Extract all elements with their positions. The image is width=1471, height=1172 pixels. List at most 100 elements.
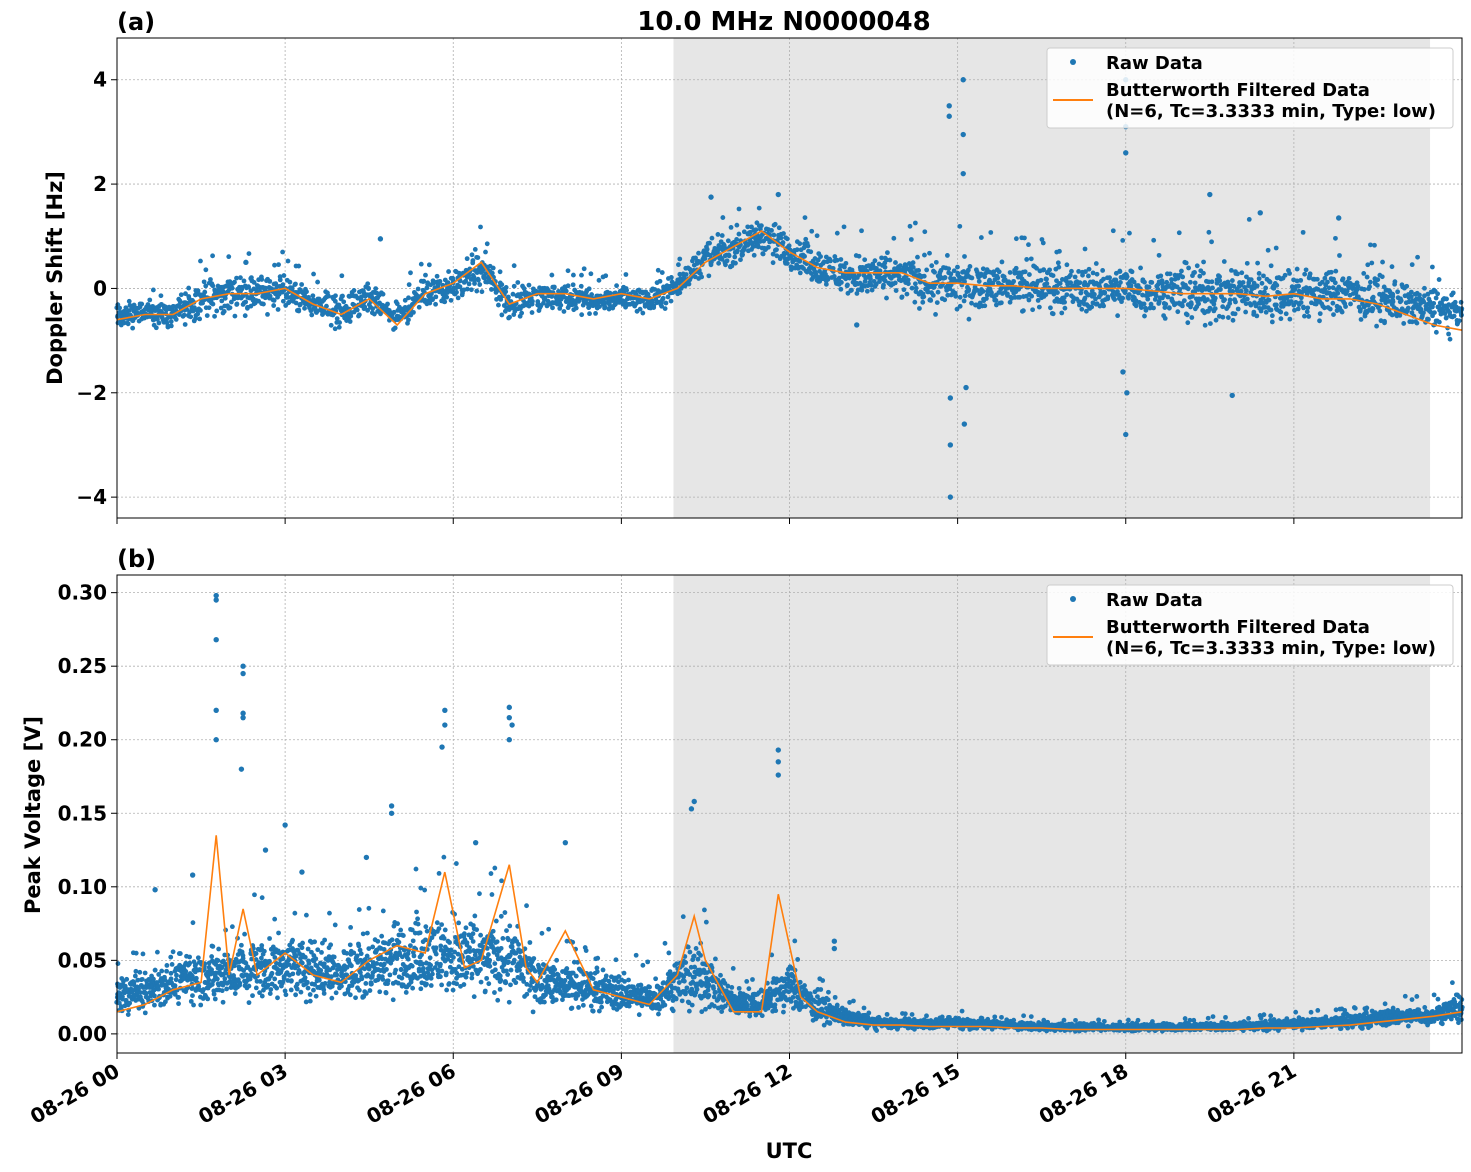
raw-data-point: [268, 987, 274, 992]
raw-data-point: [1346, 275, 1352, 281]
raw-data-point: [1238, 288, 1244, 294]
raw-data-point: [885, 250, 890, 256]
raw-data-point: [389, 937, 395, 943]
raw-data-point: [1185, 286, 1191, 292]
raw-data-point: [358, 951, 364, 957]
raw-data-point: [267, 936, 272, 941]
raw-data-point: [1361, 286, 1367, 292]
raw-data-point: [511, 957, 517, 963]
raw-data-point: [797, 241, 803, 247]
raw-data-point: [290, 937, 295, 943]
raw-data-point: [917, 306, 922, 311]
raw-data-point: [872, 258, 878, 264]
raw-data-point: [1167, 271, 1173, 277]
raw-data-point: [614, 283, 619, 289]
raw-data-point: [237, 982, 243, 988]
raw-data-point: [214, 308, 220, 314]
raw-data-point: [210, 283, 216, 289]
raw-data-point: [117, 305, 122, 311]
raw-data-point: [1370, 306, 1376, 312]
raw-data-point: [477, 891, 482, 897]
raw-data-point: [450, 987, 456, 993]
raw-data-point: [1278, 309, 1284, 315]
raw-data-point: [379, 974, 385, 980]
raw-data-point: [271, 297, 277, 303]
raw-data-point: [355, 295, 361, 301]
raw-data-point: [1380, 259, 1385, 265]
raw-data-point: [1072, 274, 1078, 280]
raw-data-point: [466, 281, 472, 287]
raw-data-point: [405, 956, 411, 962]
raw-data-point: [1151, 305, 1156, 311]
raw-data-point: [215, 958, 221, 963]
raw-data-point: [736, 231, 742, 237]
raw-data-point: [1163, 301, 1169, 307]
raw-data-point: [653, 976, 659, 982]
raw-data-point: [272, 262, 277, 268]
raw-data-point: [805, 243, 811, 249]
raw-data-point: [680, 914, 686, 920]
raw-data-point: [626, 977, 631, 983]
raw-data-point: [302, 954, 308, 960]
raw-data-point: [115, 961, 121, 966]
raw-data-point: [408, 270, 413, 276]
raw-data-point: [472, 246, 478, 252]
raw-data-point: [1375, 282, 1380, 288]
raw-data-point: [849, 267, 855, 273]
raw-data-point: [443, 970, 449, 976]
raw-data-point: [996, 269, 1002, 275]
raw-data-point: [436, 926, 442, 932]
raw-data-point: [1256, 271, 1262, 276]
raw-data-point: [594, 969, 600, 975]
raw-data-point: [818, 254, 823, 259]
raw-data-point: [515, 280, 521, 285]
raw-data-outlier: [947, 494, 954, 500]
raw-data-point: [202, 289, 208, 295]
raw-data-point: [1296, 283, 1301, 289]
raw-data-point: [1179, 268, 1184, 274]
raw-data-point: [464, 286, 470, 292]
raw-data-point: [369, 981, 374, 987]
raw-data-point: [1287, 316, 1293, 322]
raw-data-point: [580, 1002, 586, 1008]
raw-data-point: [1274, 282, 1280, 288]
figure-title: 10.0 MHz N0000048: [637, 7, 930, 37]
raw-data-point: [516, 942, 521, 947]
raw-data-point: [1093, 261, 1099, 266]
raw-data-point: [802, 253, 807, 259]
raw-data-point: [498, 945, 504, 951]
raw-data-point: [375, 938, 381, 944]
raw-data-point: [526, 282, 532, 288]
raw-data-point: [187, 960, 193, 966]
raw-data-point: [197, 316, 203, 322]
raw-data-point: [267, 278, 273, 284]
raw-data-point: [428, 983, 434, 988]
raw-data-point: [831, 274, 837, 279]
raw-data-point: [542, 295, 548, 301]
raw-data-point: [1302, 271, 1308, 277]
raw-data-point: [504, 928, 509, 933]
raw-data-point: [198, 307, 203, 313]
raw-data-point: [603, 973, 609, 979]
raw-data-point: [479, 289, 485, 295]
raw-data-point: [757, 239, 763, 244]
raw-data-point: [769, 228, 774, 233]
raw-data-point: [399, 975, 405, 981]
raw-data-point: [246, 1000, 252, 1006]
raw-data-point: [1372, 242, 1377, 248]
raw-data-point: [356, 907, 362, 912]
raw-data-point: [1340, 276, 1346, 282]
raw-data-point: [508, 967, 514, 973]
raw-data-point: [152, 1002, 157, 1008]
raw-data-point: [1390, 294, 1396, 299]
raw-data-point: [1210, 285, 1215, 291]
raw-data-point: [506, 937, 511, 943]
raw-data-point: [509, 944, 515, 950]
raw-data-point: [1217, 287, 1223, 293]
raw-data-point: [1266, 278, 1272, 284]
raw-data-point: [1222, 297, 1227, 303]
raw-data-point: [907, 223, 913, 229]
raw-data-point: [332, 298, 338, 304]
raw-data-point: [855, 287, 861, 293]
raw-data-point: [864, 288, 870, 294]
